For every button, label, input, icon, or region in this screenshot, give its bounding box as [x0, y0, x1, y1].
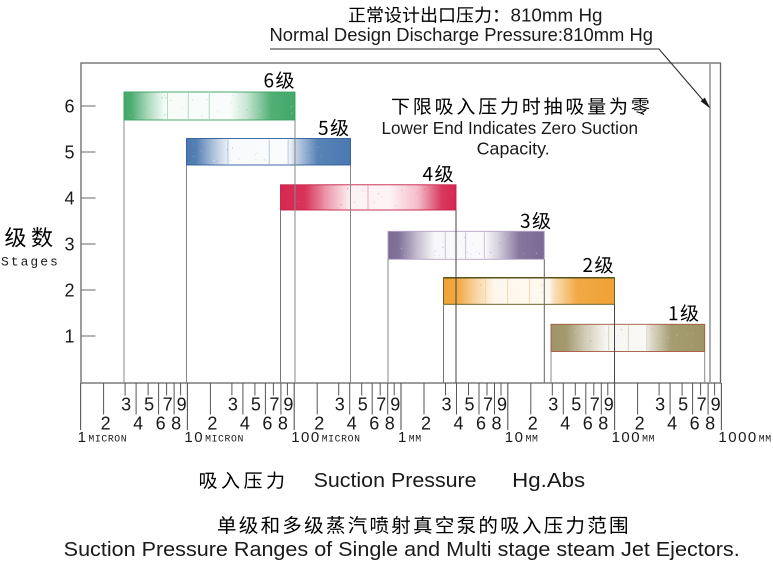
svg-text:10: 10 — [184, 429, 204, 446]
svg-text:4: 4 — [560, 414, 570, 434]
svg-text:1: 1 — [78, 429, 88, 446]
svg-text:10: 10 — [505, 429, 525, 446]
svg-text:6: 6 — [262, 414, 272, 434]
svg-text:8: 8 — [385, 414, 395, 434]
svg-text:5: 5 — [571, 395, 581, 415]
svg-text:5: 5 — [144, 395, 154, 415]
svg-text:7: 7 — [376, 395, 386, 415]
svg-text:6: 6 — [369, 414, 379, 434]
svg-text:100: 100 — [291, 429, 321, 446]
svg-text:1: 1 — [398, 429, 408, 446]
svg-text:1: 1 — [64, 327, 74, 347]
svg-text:7: 7 — [483, 395, 493, 415]
svg-text:3: 3 — [228, 395, 238, 415]
svg-text:4: 4 — [347, 414, 357, 434]
svg-text:8: 8 — [491, 414, 501, 434]
svg-text:5: 5 — [464, 395, 474, 415]
svg-text:9: 9 — [497, 395, 507, 415]
svg-text:7: 7 — [269, 395, 279, 415]
svg-text:Suction Pressure: Suction Pressure — [314, 470, 477, 492]
svg-text:7: 7 — [163, 395, 173, 415]
svg-text:7: 7 — [697, 395, 707, 415]
svg-text:6: 6 — [64, 97, 74, 117]
svg-text:MICRON: MICRON — [205, 434, 244, 445]
svg-text:MM: MM — [642, 434, 655, 445]
svg-text:6: 6 — [156, 414, 166, 434]
svg-text:MM: MM — [409, 434, 422, 445]
svg-text:MICRON: MICRON — [322, 434, 361, 445]
svg-text:3: 3 — [121, 395, 131, 415]
svg-text:2: 2 — [101, 414, 111, 434]
svg-text:9: 9 — [283, 395, 293, 415]
svg-text:4: 4 — [133, 414, 143, 434]
svg-text:MM: MM — [759, 434, 772, 445]
svg-text:2: 2 — [528, 414, 538, 434]
svg-text:9: 9 — [711, 395, 721, 415]
svg-text:2: 2 — [207, 414, 217, 434]
svg-text:2: 2 — [635, 414, 645, 434]
svg-text:Lower End Indicates Zero Sucti: Lower End Indicates Zero Suction — [382, 118, 639, 138]
svg-text:3: 3 — [441, 395, 451, 415]
svg-text:4: 4 — [667, 414, 677, 434]
svg-text:Hg.Abs: Hg.Abs — [512, 470, 585, 492]
svg-text:6: 6 — [476, 414, 486, 434]
svg-text:810mm Hg: 810mm Hg — [511, 6, 603, 26]
svg-text:5: 5 — [358, 395, 368, 415]
svg-text:Suction Pressure Ranges of Sin: Suction Pressure Ranges of Single and Mu… — [64, 539, 740, 561]
svg-text:6: 6 — [690, 414, 700, 434]
svg-text:4: 4 — [64, 189, 74, 209]
svg-text:8: 8 — [705, 414, 715, 434]
svg-text:2: 2 — [314, 414, 324, 434]
svg-text:3: 3 — [64, 235, 74, 255]
svg-text:MICRON: MICRON — [88, 434, 127, 445]
svg-text:3: 3 — [335, 395, 345, 415]
svg-text:100: 100 — [612, 429, 642, 446]
svg-text:Normal Design Discharge Pressu: Normal Design Discharge Pressure:810mm H… — [270, 24, 654, 45]
svg-text:5: 5 — [251, 395, 261, 415]
svg-text:Stages: Stages — [1, 255, 60, 270]
svg-text:6: 6 — [583, 414, 593, 434]
svg-text:8: 8 — [278, 414, 288, 434]
svg-text:2: 2 — [64, 281, 74, 301]
svg-text:8: 8 — [598, 414, 608, 434]
svg-text:5: 5 — [64, 143, 74, 163]
svg-text:4: 4 — [453, 414, 463, 434]
svg-text:7: 7 — [590, 395, 600, 415]
svg-text:MM: MM — [526, 434, 539, 445]
svg-text:9: 9 — [390, 395, 400, 415]
svg-text:9: 9 — [177, 395, 187, 415]
svg-text:Capacity.: Capacity. — [477, 138, 550, 158]
svg-text:3: 3 — [655, 395, 665, 415]
svg-text:9: 9 — [604, 395, 614, 415]
svg-text:2: 2 — [421, 414, 431, 434]
svg-text:5: 5 — [678, 395, 688, 415]
svg-text:8: 8 — [171, 414, 181, 434]
svg-text:4: 4 — [240, 414, 250, 434]
svg-text:3: 3 — [548, 395, 558, 415]
svg-text:1000: 1000 — [718, 429, 757, 446]
